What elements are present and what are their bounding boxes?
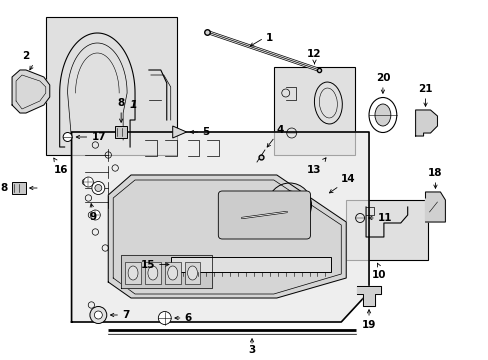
Text: 8: 8: [117, 98, 124, 108]
Polygon shape: [71, 132, 368, 322]
Polygon shape: [172, 126, 186, 138]
Text: 3: 3: [248, 345, 255, 355]
Text: 1: 1: [265, 33, 273, 43]
Bar: [346, 200, 427, 260]
Ellipse shape: [128, 266, 138, 280]
Text: 17: 17: [91, 132, 106, 142]
Polygon shape: [425, 192, 445, 222]
Text: 4: 4: [276, 125, 284, 135]
Circle shape: [267, 183, 311, 227]
Polygon shape: [121, 255, 212, 288]
Bar: [170, 257, 331, 272]
Polygon shape: [12, 70, 50, 113]
Circle shape: [275, 191, 303, 219]
Text: 21: 21: [417, 84, 432, 94]
Bar: [46, 17, 176, 155]
Bar: [144, 262, 161, 284]
Circle shape: [83, 177, 93, 187]
Circle shape: [90, 210, 100, 220]
Polygon shape: [108, 175, 346, 298]
Bar: [115, 126, 127, 138]
Text: 18: 18: [427, 168, 442, 178]
Circle shape: [90, 306, 106, 324]
Polygon shape: [415, 110, 437, 136]
Circle shape: [92, 181, 104, 194]
Circle shape: [94, 311, 102, 319]
Text: 9: 9: [90, 212, 97, 222]
Bar: [273, 67, 354, 155]
Bar: [164, 262, 180, 284]
Ellipse shape: [147, 266, 158, 280]
Ellipse shape: [374, 104, 390, 126]
Ellipse shape: [167, 266, 177, 280]
Text: 13: 13: [306, 165, 321, 175]
Circle shape: [63, 132, 72, 141]
Text: 14: 14: [341, 174, 355, 184]
Text: 5: 5: [202, 127, 209, 137]
Text: 1: 1: [129, 100, 137, 110]
FancyBboxPatch shape: [218, 191, 310, 239]
Bar: [125, 262, 141, 284]
Bar: [184, 262, 200, 284]
Text: 16: 16: [54, 165, 68, 175]
Text: 20: 20: [375, 73, 389, 83]
Text: 15: 15: [140, 260, 155, 270]
Text: 19: 19: [361, 320, 375, 330]
Text: 2: 2: [22, 51, 30, 61]
Ellipse shape: [187, 266, 197, 280]
Text: 12: 12: [306, 49, 321, 59]
Bar: [12, 182, 26, 194]
Polygon shape: [356, 286, 380, 306]
Text: 11: 11: [377, 213, 392, 223]
Circle shape: [158, 311, 171, 324]
Text: 7: 7: [122, 310, 129, 320]
Text: 10: 10: [371, 270, 385, 280]
Text: 8: 8: [1, 183, 8, 193]
Text: 6: 6: [184, 313, 191, 323]
Circle shape: [95, 185, 102, 192]
